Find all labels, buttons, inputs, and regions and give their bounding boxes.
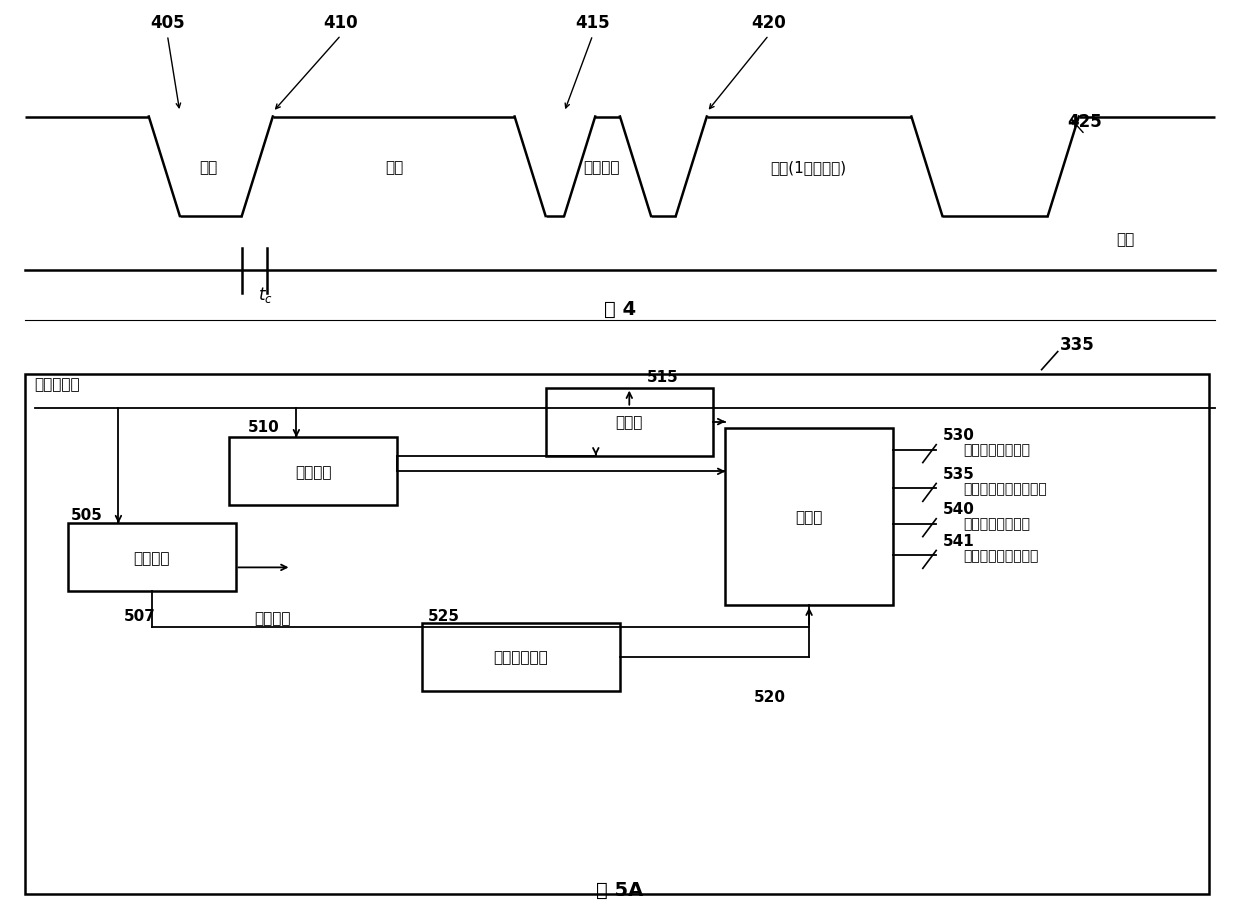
Text: 415: 415 bbox=[575, 14, 610, 32]
Text: 520: 520 bbox=[754, 690, 786, 704]
Text: 开始: 开始 bbox=[200, 160, 217, 174]
Text: 奇偶校验: 奇偶校验 bbox=[583, 160, 620, 174]
Text: 自动波特命令检测到: 自动波特命令检测到 bbox=[963, 549, 1039, 563]
Text: 预先规定的値匹配: 预先规定的値匹配 bbox=[963, 517, 1030, 531]
Text: 410: 410 bbox=[324, 14, 358, 32]
Text: 535: 535 bbox=[942, 467, 975, 481]
Text: 541: 541 bbox=[942, 534, 975, 548]
Text: 507: 507 bbox=[124, 609, 156, 623]
Text: 505: 505 bbox=[71, 507, 103, 522]
Text: 预先规定的値: 预先规定的値 bbox=[494, 649, 548, 665]
Text: 开始: 开始 bbox=[1116, 232, 1135, 247]
Text: 异步数据流: 异步数据流 bbox=[35, 377, 81, 392]
Text: 寄存器: 寄存器 bbox=[615, 414, 644, 430]
Text: 515: 515 bbox=[647, 370, 680, 385]
Bar bbox=[25, 375, 1209, 894]
Text: 预先规定的値差错: 预先规定的値差错 bbox=[963, 443, 1030, 457]
Bar bbox=[546, 388, 713, 456]
Text: 錕发生器: 錕发生器 bbox=[295, 464, 331, 479]
Bar bbox=[725, 429, 893, 605]
Text: 检测器: 检测器 bbox=[795, 509, 823, 525]
Text: 图 4: 图 4 bbox=[604, 300, 636, 319]
Text: 540: 540 bbox=[942, 502, 975, 517]
Text: 510: 510 bbox=[248, 420, 280, 434]
Text: 位定时器: 位定时器 bbox=[134, 550, 170, 565]
Text: 525: 525 bbox=[428, 609, 460, 623]
Bar bbox=[422, 623, 620, 691]
Text: 图 5A: 图 5A bbox=[596, 880, 644, 898]
Text: 425: 425 bbox=[1068, 113, 1102, 131]
Text: $t_c$: $t_c$ bbox=[258, 284, 273, 304]
Text: 数据: 数据 bbox=[386, 160, 403, 174]
Text: 405: 405 bbox=[150, 14, 185, 32]
Text: 420: 420 bbox=[751, 14, 786, 32]
Text: 部分预先规定的値匹配: 部分预先规定的値匹配 bbox=[963, 482, 1048, 496]
Bar bbox=[229, 438, 397, 506]
Text: 停止(1或更多位): 停止(1或更多位) bbox=[770, 160, 847, 174]
Bar bbox=[68, 524, 236, 591]
Text: 定时差错: 定时差错 bbox=[254, 610, 290, 625]
Text: 530: 530 bbox=[942, 428, 975, 442]
Text: 335: 335 bbox=[1060, 336, 1095, 354]
